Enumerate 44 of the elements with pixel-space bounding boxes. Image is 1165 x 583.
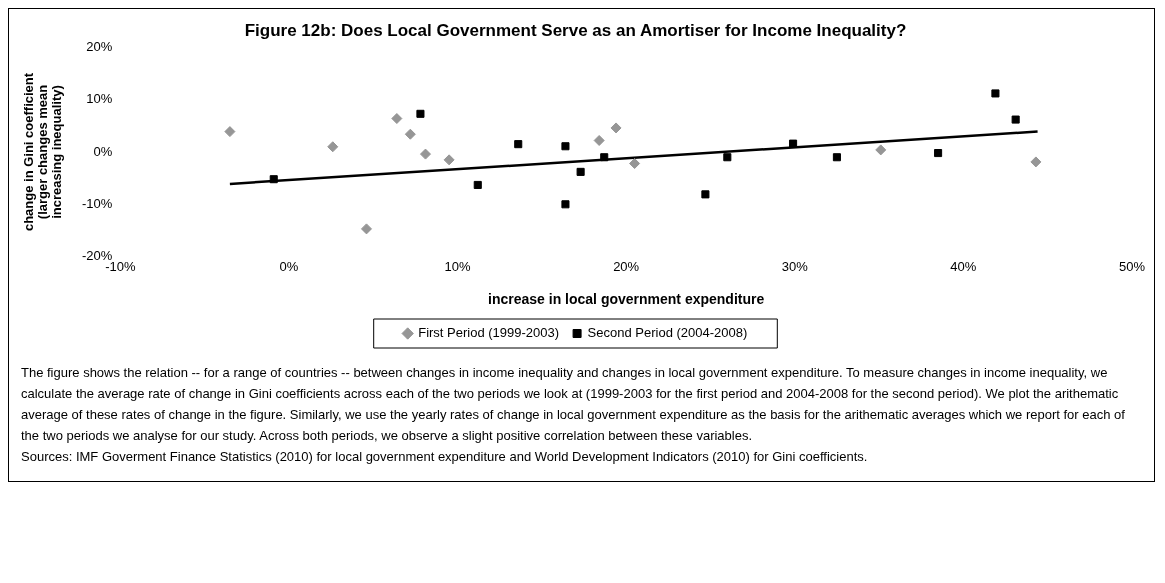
point	[701, 190, 710, 199]
point	[561, 200, 570, 209]
y-axis-title: change in Gini coefficient (larger changes mean increasing inequality)	[21, 72, 64, 232]
point	[576, 167, 585, 176]
point	[327, 141, 339, 153]
point	[420, 148, 431, 160]
point	[593, 134, 605, 146]
source-note: Sources: IMF Goverment Finance Statistics (2010) for local government expenditure and World Development Indicators (2010) for Gini coefficients.	[21, 448, 869, 466]
point	[832, 153, 841, 162]
x-tick-label: 10%	[444, 258, 471, 274]
legend-label: Second Period (2004-2008)	[587, 325, 748, 341]
x-tick-label: 50%	[1118, 258, 1146, 274]
y-tick-label: 20%	[86, 38, 113, 54]
point	[1030, 156, 1042, 168]
point	[789, 139, 798, 148]
point	[391, 113, 403, 125]
x-axis-title: increase in local government expenditure	[488, 291, 765, 308]
text: The figure shows the relation -- for a range of countries -- between changes in income inequality and changes in local government expenditure. To measure changes in income inequality, we calculate the average rate of change in Gini coefficients across each of the two periods we look at (1999-2003 for the first period and 2004-2008 for the second period). We plot the arithematic average of these rates of change in the figure. Similarly, we use the yearly rates of change in local government expenditure as the basis for the arithematic averages which we report for each of the two periods we analyse for our study. Across both periods, we observe a slight positive correlation between these variables.	[21, 364, 1126, 445]
point	[629, 158, 641, 170]
x-tick-label: 0%	[279, 258, 299, 274]
point	[610, 122, 622, 134]
point	[934, 149, 943, 158]
x-tick-label: 30%	[781, 258, 809, 274]
point	[561, 142, 570, 151]
point	[443, 154, 455, 166]
point	[875, 144, 887, 156]
x-tick-label: 20%	[613, 258, 640, 274]
point	[269, 175, 278, 184]
point	[1011, 115, 1020, 124]
point	[991, 89, 1000, 98]
chart-title: Figure 12b: Does Local Government Serve as an Amortiser for Income Inequality?	[244, 20, 907, 40]
point	[723, 153, 732, 162]
y-tick-label: 0%	[93, 143, 113, 159]
y-tick-label: -10%	[81, 195, 113, 211]
point	[360, 223, 372, 235]
y-tick-label: 10%	[86, 91, 113, 107]
x-tick-label: 40%	[950, 258, 977, 274]
point	[404, 128, 416, 140]
point	[224, 126, 236, 138]
point	[514, 140, 523, 149]
point	[473, 180, 482, 189]
point	[416, 109, 425, 118]
point	[600, 153, 609, 162]
legend-label: First Period (1999-2003)	[418, 325, 560, 341]
